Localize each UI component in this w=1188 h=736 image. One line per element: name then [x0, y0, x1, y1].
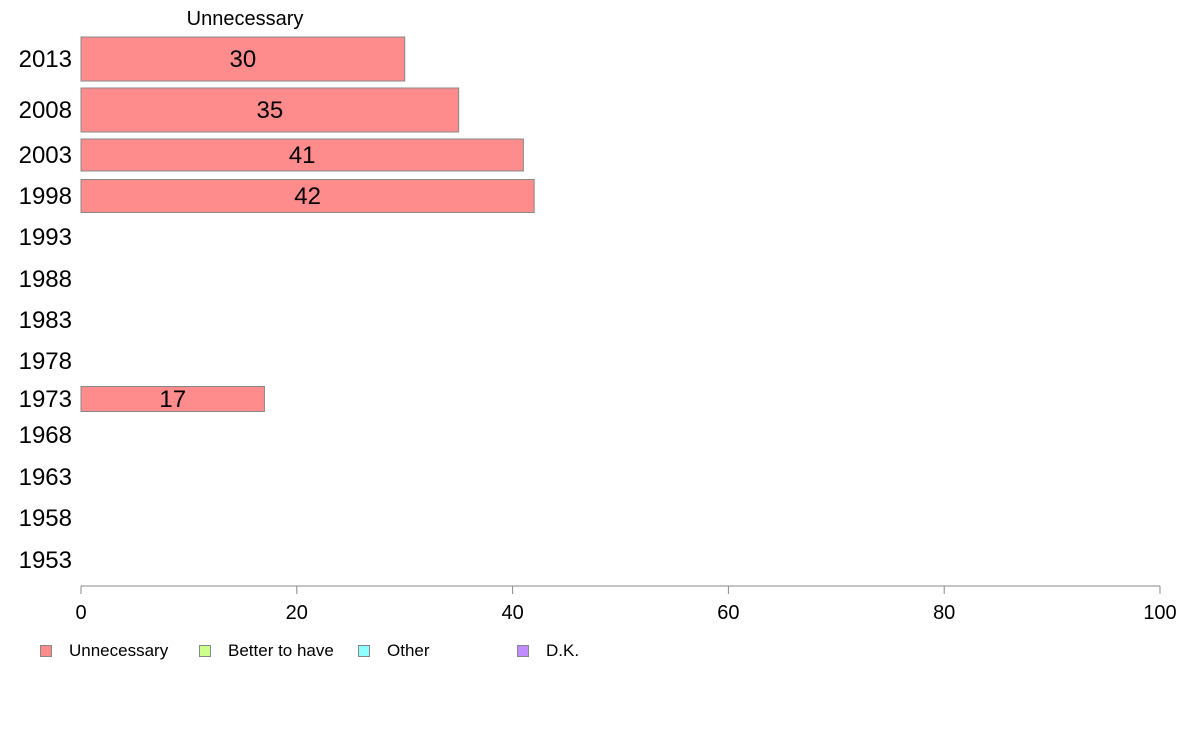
bar-value-label-1998: 42	[294, 183, 321, 210]
y-axis-labels: 2013 2008 2003 1998 1993 1988 1983 1978 1973 1968…	[19, 46, 72, 574]
y-tick-label-1998: 1998	[19, 183, 72, 210]
y-tick-label-1968: 1968	[19, 422, 72, 449]
x-axis: 0 20 40 60 80 100	[75, 585, 1177, 624]
bar-value-label-2013: 30	[229, 46, 256, 73]
legend-item-dk: D.K.	[517, 641, 579, 661]
y-tick-label-1958: 1958	[19, 505, 72, 532]
x-tick-label-0: 0	[75, 602, 86, 624]
legend-item-better-to-have: Better to have	[199, 641, 334, 661]
x-tick-label-100: 100	[1143, 602, 1176, 624]
bar-2003	[80, 138, 524, 172]
y-tick-label-1963: 1963	[19, 464, 72, 491]
y-tick-label-1953: 1953	[19, 547, 72, 574]
bar-chart: Unnecessary 2013 2008 2003 1998 1993 1988 1983…	[19, 8, 1177, 624]
bar-value-label-2008: 35	[256, 97, 283, 124]
y-tick-label-1983: 1983	[19, 307, 72, 334]
legend-label: Better to have	[228, 641, 334, 660]
bar-2008	[80, 87, 460, 133]
y-tick-label-1988: 1988	[19, 266, 72, 293]
x-tick-label-60: 60	[717, 602, 739, 624]
legend-swatch-other	[358, 645, 370, 657]
bars	[80, 36, 535, 412]
y-tick-label-2013: 2013	[19, 46, 72, 73]
y-tick-label-1973: 1973	[19, 386, 72, 413]
bar-value-label-1973: 17	[159, 386, 186, 413]
column-header: Unnecessary	[187, 8, 304, 30]
y-tick-label-2008: 2008	[19, 97, 72, 124]
legend-label: Unnecessary	[69, 641, 169, 660]
legend-swatch-dk	[517, 645, 529, 657]
bar-2013	[80, 36, 406, 82]
y-tick-label-1993: 1993	[19, 224, 72, 251]
legend-swatch-better-to-have	[199, 645, 211, 657]
legend-item-other: Other	[358, 641, 430, 661]
bar-1973	[80, 386, 265, 412]
legend: Unnecessary Better to have Other D.K.	[0, 641, 1188, 661]
legend-item-unnecessary: Unnecessary	[40, 641, 168, 661]
bar-value-label-2003: 41	[289, 142, 316, 169]
x-tick-label-40: 40	[501, 602, 523, 624]
legend-label: Other	[387, 641, 430, 660]
legend-swatch-unnecessary	[40, 645, 52, 657]
legend-label: D.K.	[546, 641, 580, 660]
y-tick-label-1978: 1978	[19, 348, 72, 375]
x-tick-label-80: 80	[933, 602, 955, 624]
bar-1998	[80, 179, 535, 213]
x-tick-label-20: 20	[286, 602, 308, 624]
y-tick-label-2003: 2003	[19, 142, 72, 169]
